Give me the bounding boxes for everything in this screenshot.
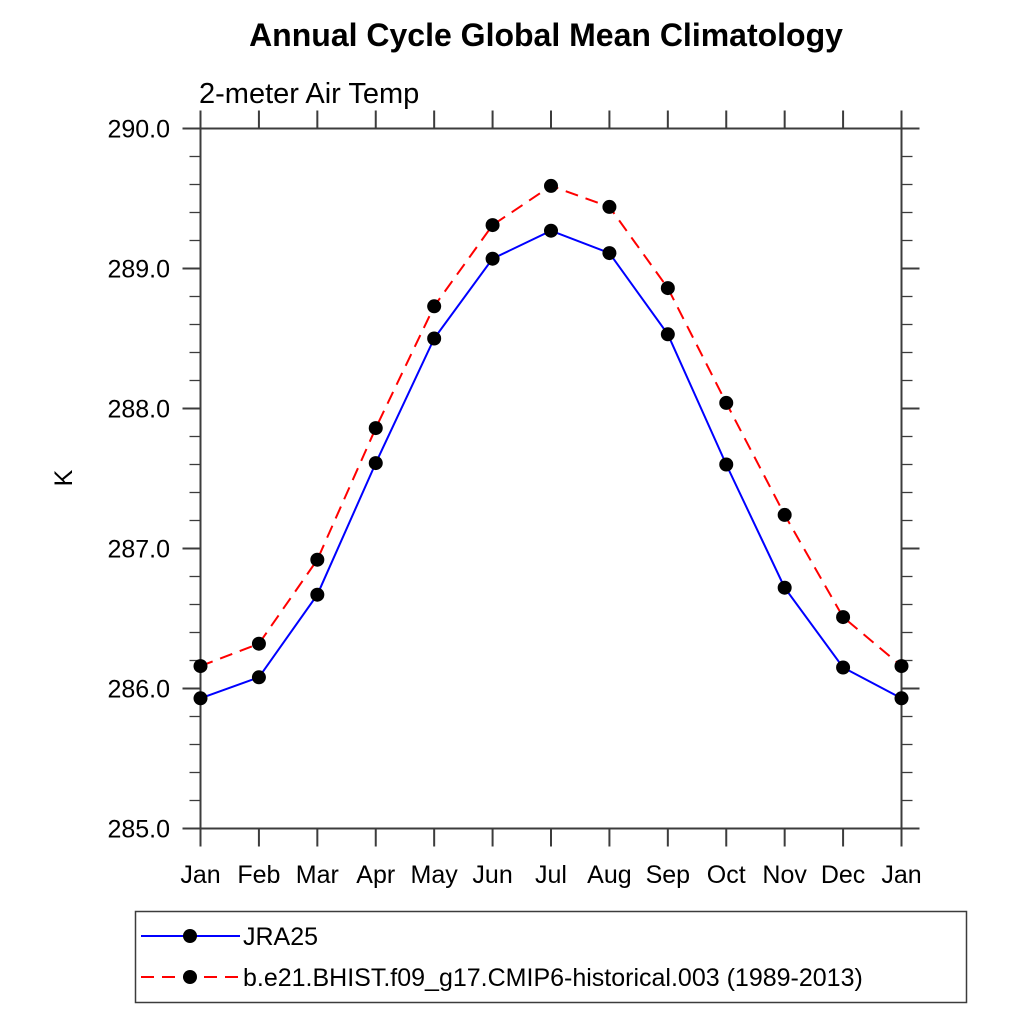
data-point-cmip6-12 [894, 659, 909, 674]
data-point-cmip6-0 [193, 659, 208, 674]
x-tick-label: Jun [472, 861, 512, 889]
data-point-cmip6-3 [368, 421, 383, 436]
data-point-cmip6-5 [485, 218, 500, 233]
x-tick-label: Dec [821, 861, 865, 889]
data-point-jra25-5 [485, 251, 500, 266]
x-axis-ticks: Jan Feb Mar Apr May Jun Jul Aug Sep Oct Nov Dec Jan [180, 110, 922, 889]
chart-subtitle: 2-meter Air Temp [199, 78, 419, 110]
data-point-jra25-4 [427, 331, 442, 346]
data-point-cmip6-6 [544, 178, 558, 193]
data-point-cmip6-8 [660, 281, 675, 296]
data-point-jra25-1 [251, 670, 266, 685]
data-point-cmip6-1 [251, 636, 266, 651]
y-tick-label: 288.0 [107, 396, 170, 424]
series-line-cmip6 [200, 184, 903, 668]
data-point-cmip6-4 [427, 299, 442, 314]
x-tick-label: Jan [180, 861, 220, 889]
y-tick-label: 290.0 [107, 116, 170, 144]
x-tick-label: Jul [535, 861, 567, 889]
data-point-jra25-3 [368, 456, 383, 471]
legend-marker-jra25 [183, 929, 197, 943]
data-point-cmip6-10 [777, 507, 792, 522]
data-point-cmip6-2 [310, 552, 325, 567]
legend-label-jra25: JRA25 [243, 923, 318, 951]
chart-title: Annual Cycle Global Mean Climatology [249, 17, 843, 53]
data-point-jra25-7 [602, 246, 617, 261]
x-tick-label: Nov [762, 861, 807, 889]
data-point-jra25-2 [310, 587, 325, 602]
y-tick-label: 289.0 [107, 256, 170, 284]
y-tick-label: 287.0 [107, 536, 170, 564]
x-tick-label: Feb [237, 861, 280, 889]
data-point-jra25-12 [894, 691, 909, 706]
data-point-jra25-0 [193, 691, 208, 706]
data-point-cmip6-9 [719, 395, 734, 410]
data-series [193, 178, 909, 706]
x-tick-label: Jan [881, 861, 921, 889]
y-tick-label: 285.0 [107, 816, 170, 844]
data-point-jra25-9 [719, 457, 734, 472]
legend: JRA25 b.e21.BHIST.f09_g17.CMIP6-historic… [134, 910, 968, 1004]
x-tick-label: Apr [356, 861, 395, 889]
x-tick-label: May [411, 861, 459, 889]
legend-box [134, 910, 968, 1004]
series-line-jra25 [200, 229, 902, 700]
data-point-jra25-10 [777, 580, 792, 595]
legend-label-cmip6: b.e21.BHIST.f09_g17.CMIP6-historical.003… [243, 964, 863, 992]
legend-marker-cmip6 [183, 970, 197, 984]
y-axis-ticks: 285.0 286.0 287.0 288.0 289.0 290.0 [107, 116, 920, 844]
data-point-jra25-8 [660, 327, 675, 342]
x-tick-label: Sep [646, 861, 690, 889]
y-axis-label: K [50, 469, 78, 486]
y-tick-label: 286.0 [107, 676, 170, 704]
data-point-cmip6-7 [602, 199, 617, 214]
data-point-jra25-11 [836, 660, 851, 675]
x-tick-label: Oct [707, 861, 746, 889]
x-tick-label: Aug [587, 861, 631, 889]
data-point-cmip6-11 [836, 610, 851, 625]
data-point-jra25-6 [544, 223, 558, 238]
x-tick-label: Mar [296, 861, 339, 889]
